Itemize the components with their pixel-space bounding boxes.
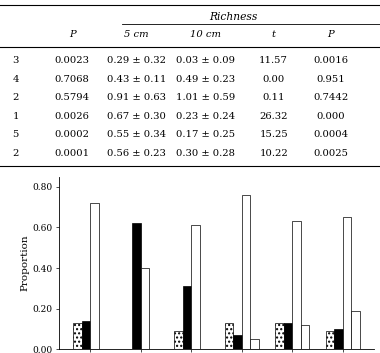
Bar bbox=[174, 331, 183, 349]
Text: 5 cm: 5 cm bbox=[125, 30, 149, 40]
Bar bbox=[192, 225, 200, 349]
Bar bbox=[82, 321, 90, 349]
Bar bbox=[225, 323, 233, 349]
Bar bbox=[343, 217, 352, 349]
Text: 0.00: 0.00 bbox=[263, 74, 285, 84]
Text: 0.67 ± 0.30: 0.67 ± 0.30 bbox=[108, 112, 166, 121]
Text: 0.03 ± 0.09: 0.03 ± 0.09 bbox=[176, 56, 235, 65]
Text: 5: 5 bbox=[13, 131, 19, 139]
Y-axis label: Proportion: Proportion bbox=[21, 235, 30, 291]
Text: 0.43 ± 0.11: 0.43 ± 0.11 bbox=[107, 74, 166, 84]
Text: 0.30 ± 0.28: 0.30 ± 0.28 bbox=[176, 149, 235, 158]
Bar bbox=[292, 221, 301, 349]
Bar bbox=[242, 195, 250, 349]
Text: 0.5794: 0.5794 bbox=[55, 93, 90, 102]
Text: 0.0001: 0.0001 bbox=[55, 149, 90, 158]
Text: t: t bbox=[272, 30, 276, 40]
Text: 15.25: 15.25 bbox=[259, 131, 288, 139]
Text: 0.55 ± 0.34: 0.55 ± 0.34 bbox=[107, 131, 166, 139]
Bar bbox=[352, 311, 360, 349]
Text: 0.0016: 0.0016 bbox=[313, 56, 348, 65]
Bar bbox=[233, 335, 242, 349]
Text: 0.7442: 0.7442 bbox=[313, 93, 348, 102]
Text: 0.000: 0.000 bbox=[316, 112, 345, 121]
Text: 3: 3 bbox=[13, 56, 19, 65]
Text: 0.0026: 0.0026 bbox=[55, 112, 90, 121]
Text: 0.951: 0.951 bbox=[316, 74, 345, 84]
Text: 2: 2 bbox=[13, 149, 19, 158]
Text: 1.01 ± 0.59: 1.01 ± 0.59 bbox=[176, 93, 235, 102]
Text: 26.32: 26.32 bbox=[259, 112, 288, 121]
Bar bbox=[73, 323, 82, 349]
Bar bbox=[326, 331, 334, 349]
Text: 0.23 ± 0.24: 0.23 ± 0.24 bbox=[176, 112, 235, 121]
Text: 0.0002: 0.0002 bbox=[55, 131, 90, 139]
Bar bbox=[250, 339, 259, 349]
Text: 0.56 ± 0.23: 0.56 ± 0.23 bbox=[108, 149, 166, 158]
Bar bbox=[301, 325, 309, 349]
Text: 0.49 ± 0.23: 0.49 ± 0.23 bbox=[176, 74, 235, 84]
Text: 0.17 ± 0.25: 0.17 ± 0.25 bbox=[176, 131, 235, 139]
Text: Richness: Richness bbox=[209, 12, 258, 22]
Text: 0.11: 0.11 bbox=[262, 93, 285, 102]
Bar bbox=[275, 323, 284, 349]
Text: 0.7068: 0.7068 bbox=[55, 74, 90, 84]
Bar bbox=[132, 223, 141, 349]
Text: 0.0023: 0.0023 bbox=[55, 56, 90, 65]
Bar bbox=[141, 268, 149, 349]
Bar bbox=[90, 203, 99, 349]
Bar bbox=[284, 323, 292, 349]
Text: 10.22: 10.22 bbox=[259, 149, 288, 158]
Text: 11.57: 11.57 bbox=[259, 56, 288, 65]
Text: 0.29 ± 0.32: 0.29 ± 0.32 bbox=[107, 56, 166, 65]
Text: P: P bbox=[327, 30, 334, 40]
Text: 10 cm: 10 cm bbox=[190, 30, 221, 40]
Text: 4: 4 bbox=[13, 74, 19, 84]
Text: 0.91 ± 0.63: 0.91 ± 0.63 bbox=[107, 93, 166, 102]
Text: 0.0004: 0.0004 bbox=[313, 131, 348, 139]
Bar bbox=[183, 286, 192, 349]
Text: 0.0025: 0.0025 bbox=[313, 149, 348, 158]
Bar bbox=[334, 329, 343, 349]
Text: 1: 1 bbox=[13, 112, 19, 121]
Text: P: P bbox=[69, 30, 76, 40]
Text: 2: 2 bbox=[13, 93, 19, 102]
